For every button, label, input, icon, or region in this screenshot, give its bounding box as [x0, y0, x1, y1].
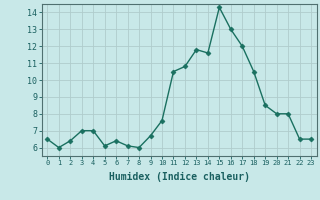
- X-axis label: Humidex (Indice chaleur): Humidex (Indice chaleur): [109, 172, 250, 182]
